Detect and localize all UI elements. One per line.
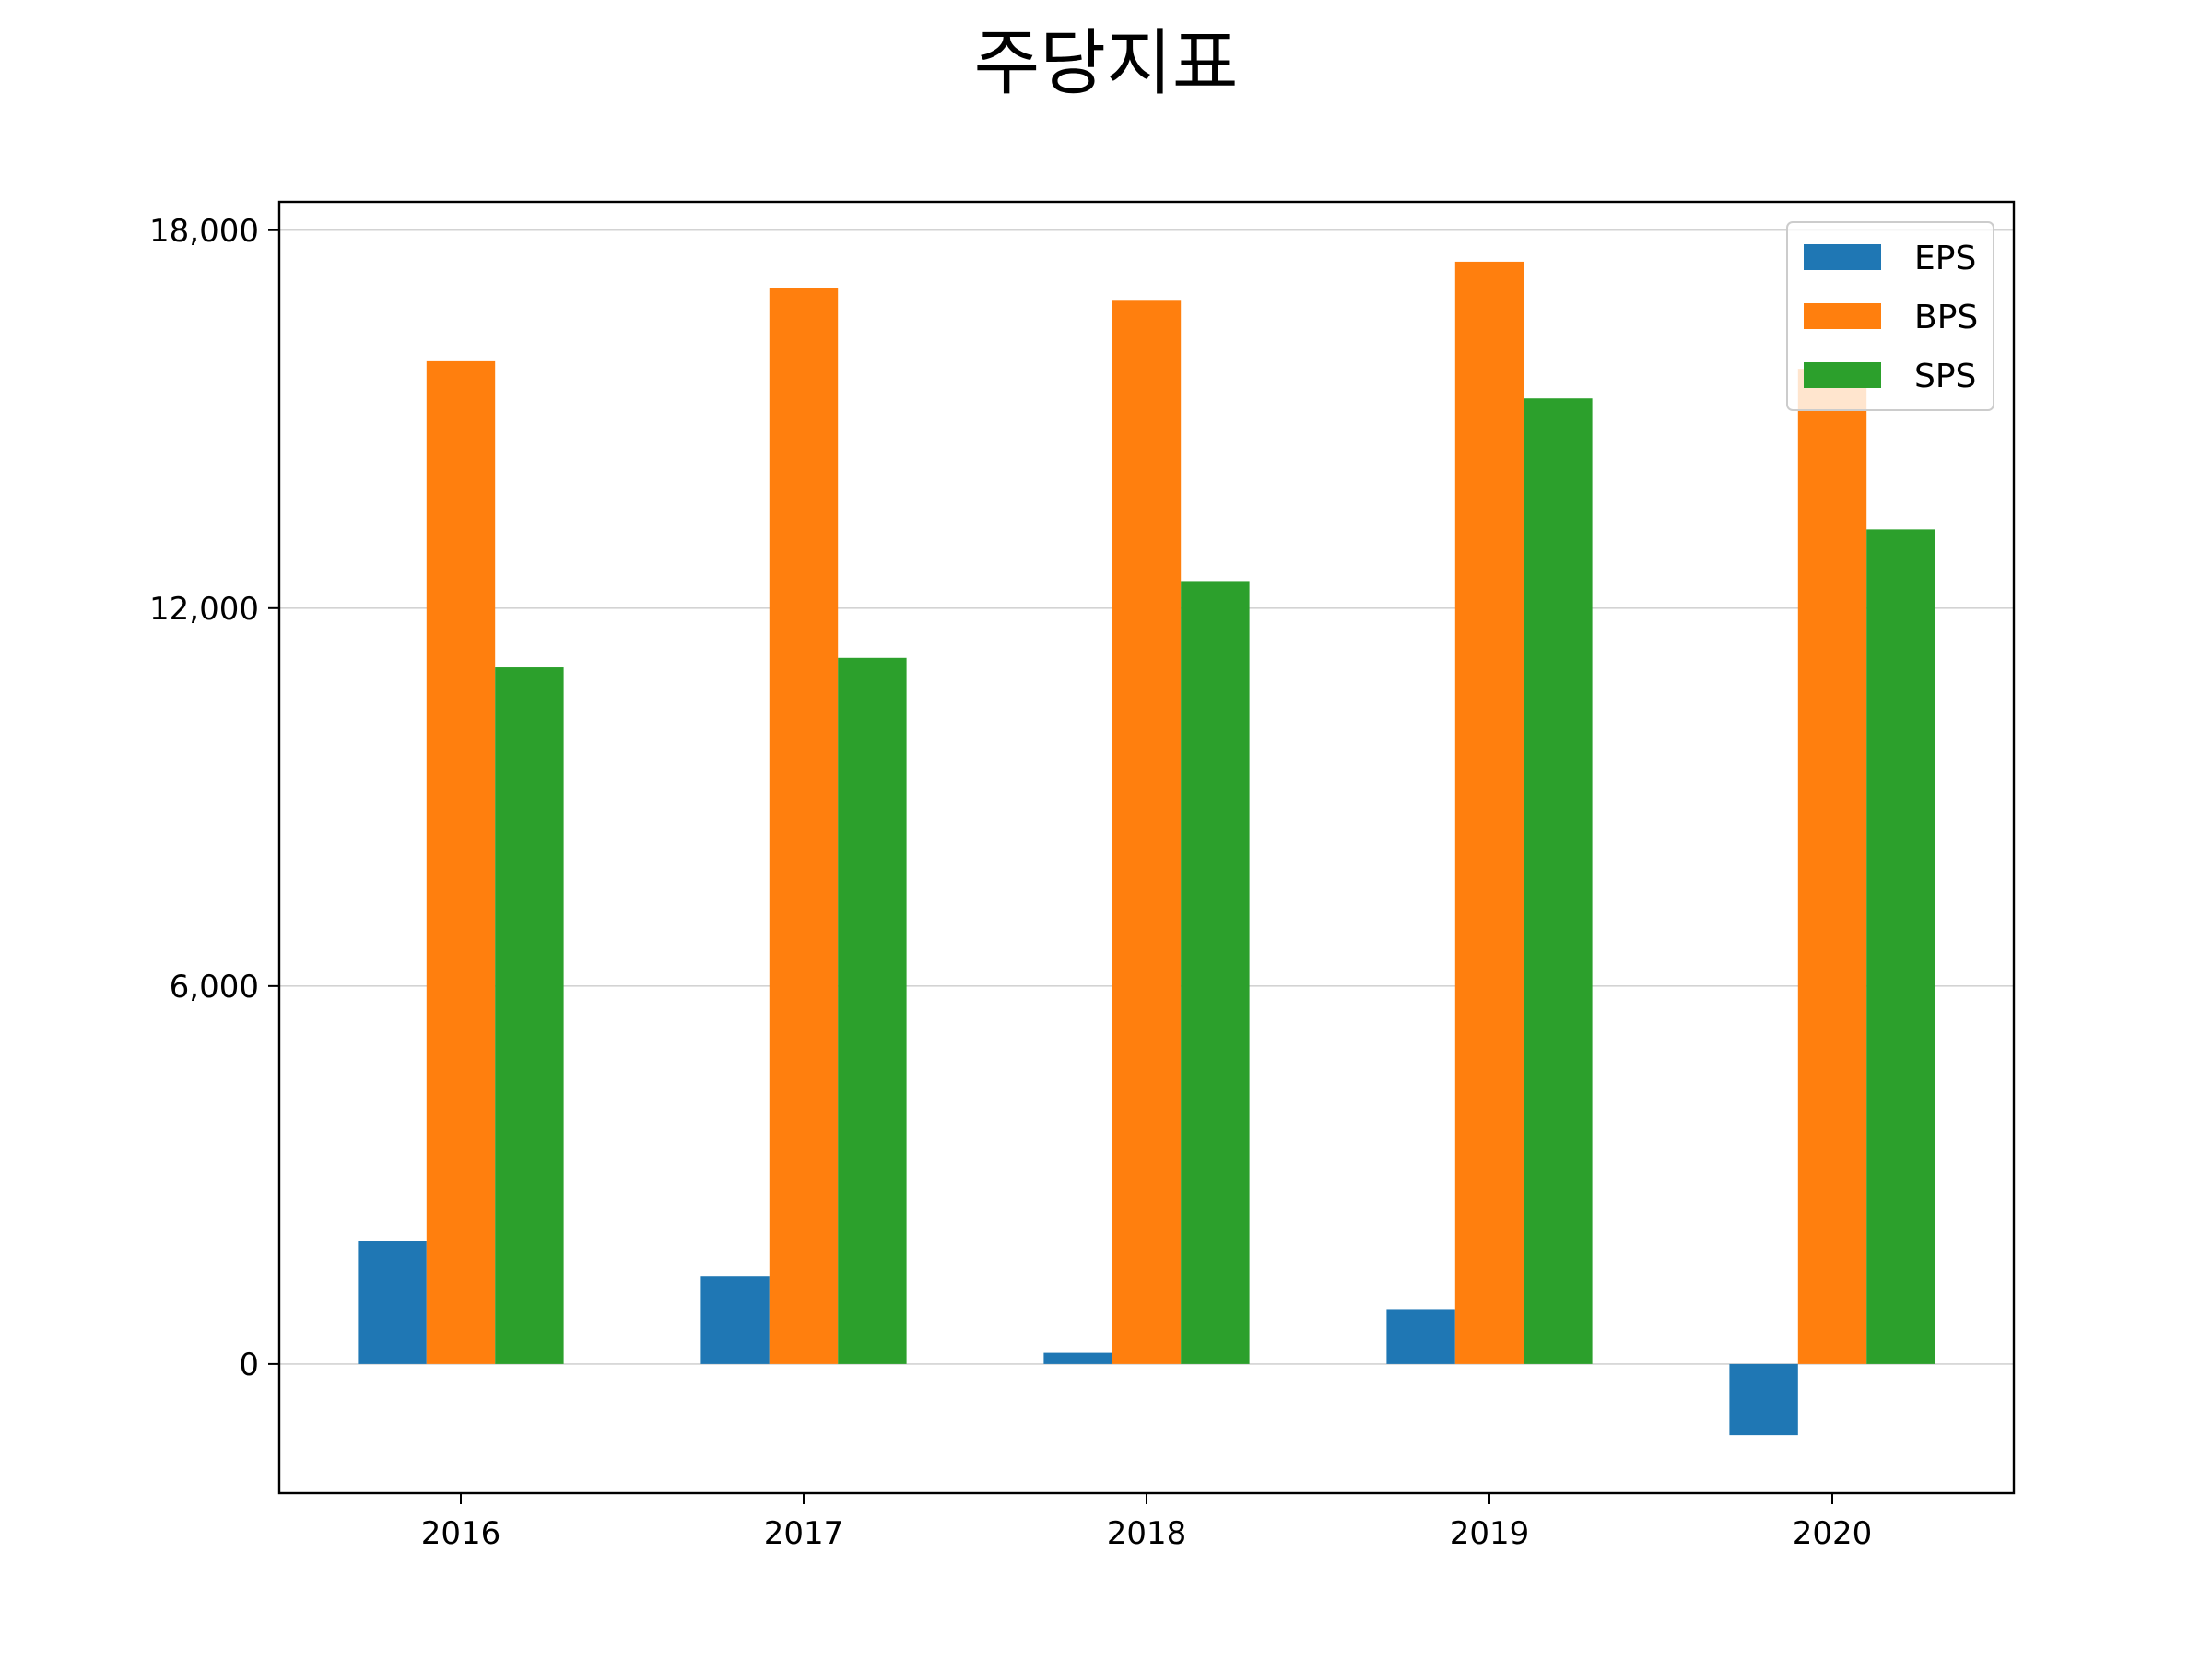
bar-eps-2017 — [700, 1276, 770, 1364]
bar-bps-2018 — [1112, 300, 1182, 1364]
x-tick-label: 2018 — [1107, 1515, 1187, 1552]
x-tick-label: 2016 — [421, 1515, 501, 1552]
bar-sps-2019 — [1524, 398, 1593, 1364]
bars — [358, 261, 1936, 1436]
y-tick-label: 18,000 — [149, 213, 259, 250]
x-axis: 2016 2017 2018 2019 2020 — [421, 1493, 1873, 1552]
legend-label-bps: BPS — [1914, 299, 1978, 336]
bar-bps-2016 — [426, 360, 496, 1364]
bar-eps-2019 — [1386, 1309, 1455, 1364]
bar-bps-2020 — [1797, 369, 1867, 1364]
chart-title: 주당지표 — [973, 22, 1238, 105]
bar-eps-2018 — [1043, 1352, 1112, 1364]
y-axis: 0 6,000 12,000 18,000 — [149, 213, 279, 1383]
x-tick-label: 2019 — [1450, 1515, 1530, 1552]
legend-label-sps: SPS — [1914, 358, 1976, 395]
bar-sps-2020 — [1866, 529, 1936, 1364]
bar-bps-2017 — [769, 288, 839, 1364]
legend: EPS BPS SPS — [1786, 221, 1994, 411]
legend-swatch-eps — [1804, 244, 1881, 270]
legend-label-eps: EPS — [1914, 240, 1976, 277]
x-tick-label: 2017 — [764, 1515, 844, 1552]
y-tick-label: 12,000 — [149, 591, 259, 628]
bar-bps-2019 — [1454, 261, 1524, 1364]
x-tick-label: 2020 — [1793, 1515, 1873, 1552]
y-tick-label: 0 — [239, 1347, 259, 1383]
bar-sps-2016 — [495, 667, 564, 1364]
legend-swatch-bps — [1804, 303, 1881, 329]
y-tick-label: 6,000 — [170, 969, 259, 1006]
bar-sps-2017 — [838, 657, 907, 1364]
bar-sps-2018 — [1181, 581, 1250, 1364]
bar-eps-2016 — [358, 1241, 427, 1364]
legend-swatch-sps — [1804, 362, 1881, 388]
bar-eps-2020 — [1729, 1363, 1798, 1436]
